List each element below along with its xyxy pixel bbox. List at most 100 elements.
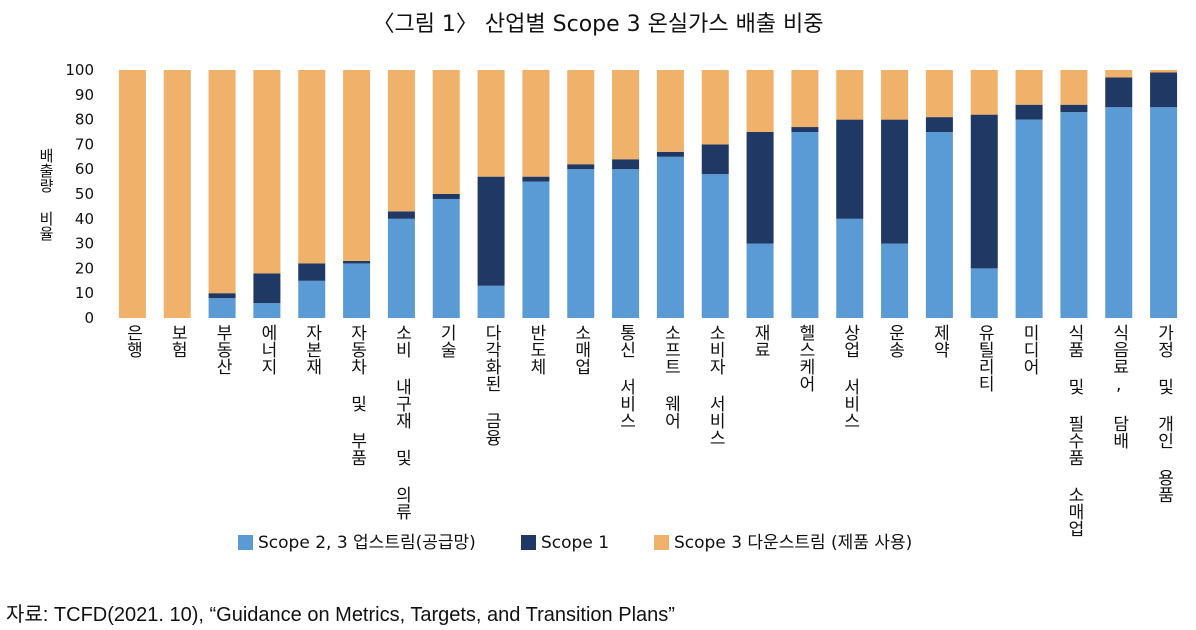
bar-segment [298,70,326,264]
legend-swatch [521,535,536,550]
x-tick-label: 기술 [436,324,456,358]
x-tick-label: 재료 [750,324,770,358]
bar-segment [612,70,640,160]
y-tick-label: 100 [65,61,94,79]
bar-segment [656,70,684,152]
legend-label: Scope 1 [541,533,609,553]
bar-segment [791,70,819,128]
bar-segment [477,285,505,318]
x-tick-label: 헬스케어 [795,324,815,392]
bar-segment [791,127,819,132]
bar-segment [970,114,998,269]
bar-segment [298,263,326,281]
source-note: 자료: TCFD(2021. 10), “Guidance on Metrics… [6,604,675,626]
bar-segment [387,218,415,318]
bar-segment [1150,70,1178,73]
bar-segment [881,243,909,318]
bar-segment [836,70,864,120]
legend-label: Scope 2, 3 업스트림(공급망) [258,533,476,553]
x-tick-label: 보험 [167,324,187,358]
bar-segment [253,273,281,304]
chart-title: 〈그림 1〉 산업별 Scope 3 온실가스 배출 비중 [372,12,824,37]
x-tick-label: 미디어 [1019,324,1039,375]
bar-segment [1105,107,1133,318]
bar-segment [1060,104,1088,113]
bar-segment [746,132,774,244]
legend-swatch [238,535,253,550]
bar-segment [343,263,371,318]
bar-segment [881,119,909,244]
x-tick-label: 자본재 [302,324,322,375]
bar-segment [432,70,460,194]
bar-segment [522,181,550,318]
bar-segment [522,70,550,177]
x-tick-label: 식음료, 담배 [1109,324,1129,449]
bar-segment [432,194,460,199]
x-tick-label: 상업 서비스 [840,324,860,429]
bar-segment [656,156,684,318]
bar-segment [746,243,774,318]
bar-segment [791,132,819,318]
x-tick-label: 다각화된 금융 [481,324,501,446]
bar-segment [1150,107,1178,318]
x-tick-label: 은행 [122,324,142,358]
x-tick-label: 유틸리티 [974,324,994,392]
bar-segment [567,169,595,318]
bar-segment [432,198,460,318]
bar-segment [118,70,146,318]
x-tick-label: 소매업 [571,324,591,375]
y-tick-label: 10 [75,284,94,302]
bar-segment [343,70,371,261]
bar-segment [612,169,640,318]
bar-segment [925,117,953,132]
y-tick-label: 0 [84,309,94,327]
bar-segment [1015,70,1043,105]
bar-segment [836,218,864,318]
bar-segment [1105,70,1133,78]
bar-segment [1060,112,1088,318]
legend-swatch [654,535,669,550]
legend-label: Scope 3 다운스트림 (제품 사용) [674,533,912,553]
y-tick-label: 60 [75,160,94,178]
bar-segment [208,298,236,318]
x-tick-label: 통신 서비스 [616,324,636,429]
y-tick-label: 40 [75,210,94,228]
bar-segment [343,260,371,264]
bar-segment [1150,72,1178,108]
bar-segment [163,70,191,318]
bar-segment [1015,119,1043,318]
x-tick-label: 운송 [885,324,905,358]
x-tick-label: 에너지 [257,324,277,375]
y-tick-label: 70 [75,135,94,153]
bar-segment [477,70,505,177]
x-tick-label: 자동차 및 부품 [347,324,367,466]
bar-segment [208,293,236,299]
bar-segment [701,70,729,145]
y-axis-label: 배출량 비율 [37,148,55,241]
x-tick-label: 소비 내구재 및 의류 [391,324,411,520]
y-tick-label: 20 [75,259,94,277]
bar-segment [970,268,998,318]
bar-segment [701,144,729,175]
bar-segment [567,70,595,165]
bar-segment [881,70,909,120]
bar-segment [1060,70,1088,105]
bar-segment [836,119,864,219]
bar-segment [298,280,326,318]
bar-segment [477,176,505,286]
y-tick-label: 30 [75,235,94,253]
x-tick-label: 가정 및 개인 용품 [1154,324,1174,503]
bar-segment [925,70,953,118]
x-tick-label: 반도체 [526,324,546,375]
bar-segment [253,70,281,274]
y-tick-label: 90 [75,86,94,104]
bar-segment [925,132,953,318]
bar-segment [387,211,415,219]
x-tick-label: 소프트 웨어 [660,324,680,429]
x-tick-label: 부동산 [212,324,232,375]
bar-segment [567,164,595,170]
x-tick-label: 제약 [929,324,949,358]
bar-segment [656,151,684,157]
bar-segment [522,176,550,182]
